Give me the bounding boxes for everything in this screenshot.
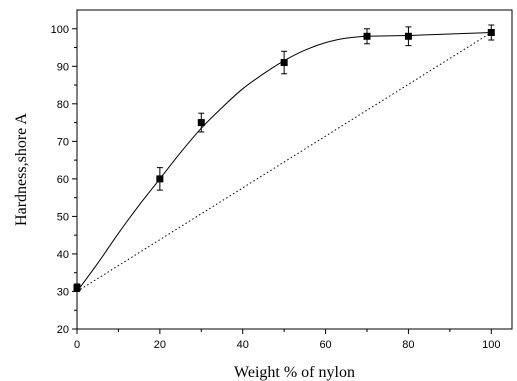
x-tick-label: 60 (319, 339, 331, 351)
y-axis-label: Hardness,shore A (13, 113, 30, 226)
data-point (404, 32, 412, 40)
reference-line (76, 32, 492, 292)
plot-area: 0 20 40 60 80 100 20 30 40 50 60 70 80 90 100 (51, 9, 513, 351)
y-tick-label: 30 (57, 286, 69, 298)
y-tick-label: 60 (57, 174, 69, 186)
y-tick-label: 40 (57, 249, 69, 261)
x-tick-label: 100 (482, 339, 500, 351)
y-tick-label: 90 (57, 61, 69, 73)
x-tick-label: 0 (74, 339, 80, 351)
data-point (156, 175, 164, 183)
y-tick-label: 70 (57, 136, 69, 148)
y-tick-label: 100 (51, 24, 69, 36)
y-tick-label: 50 (57, 211, 69, 223)
x-tick-label: 40 (237, 339, 249, 351)
data-point (280, 59, 288, 67)
data-point (73, 284, 81, 292)
y-tick-label: 80 (57, 99, 69, 111)
x-axis-label: Weight % of nylon (234, 364, 355, 381)
x-tick-label: 80 (402, 339, 414, 351)
data-point (197, 119, 205, 127)
plot-frame (76, 9, 513, 330)
data-point (487, 29, 495, 37)
x-tick-label: 20 (154, 339, 166, 351)
y-tick-label: 20 (57, 324, 69, 336)
data-point (363, 32, 371, 40)
